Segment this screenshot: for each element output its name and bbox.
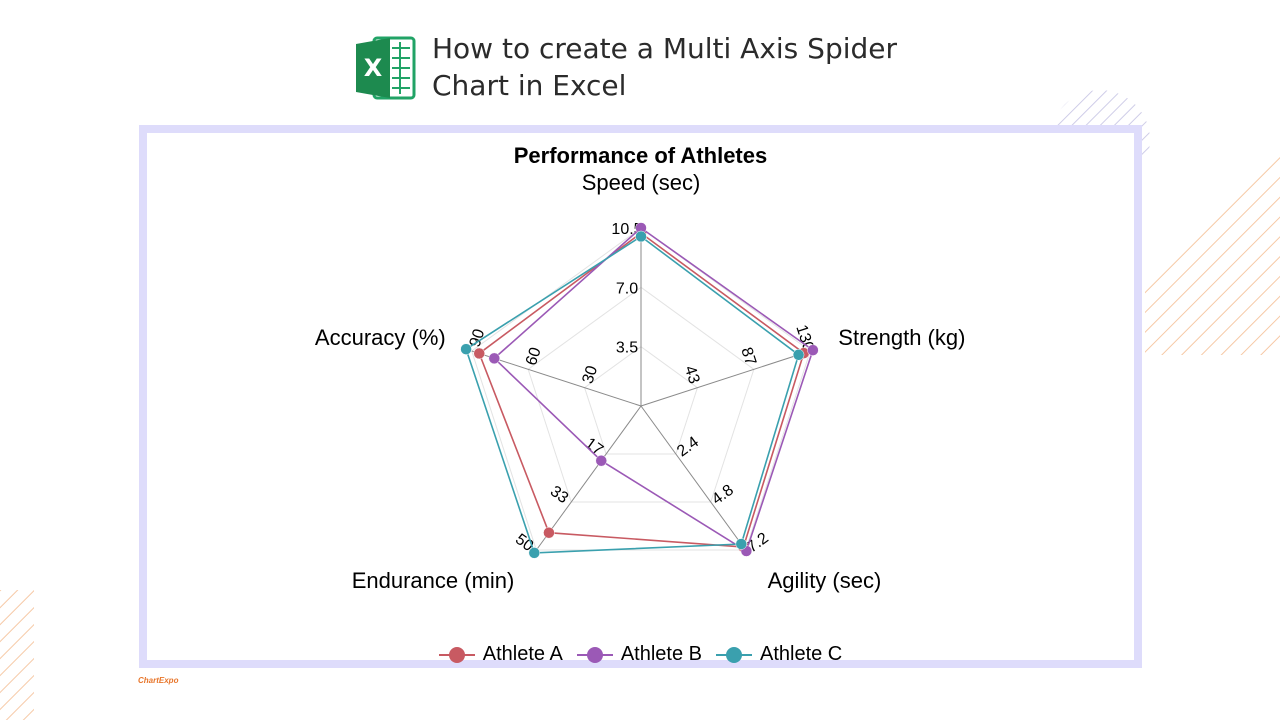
brand-logo: ChartExpo <box>138 676 179 685</box>
tick-label: 60 <box>523 345 545 367</box>
tick-label: 3.5 <box>616 340 638 357</box>
excel-icon: X <box>356 36 416 100</box>
legend-swatch <box>438 646 475 663</box>
grid-ring <box>583 346 699 455</box>
legend-item[interactable]: Athlete B <box>576 643 702 666</box>
legend-swatch <box>715 646 752 663</box>
data-point <box>528 547 541 559</box>
series-line <box>465 235 800 554</box>
data-point <box>792 349 805 361</box>
legend-label: Athlete C <box>759 643 843 665</box>
data-point <box>735 538 748 550</box>
axis-line <box>535 405 642 551</box>
axis-label: Endurance (min) <box>352 568 515 593</box>
tick-label: 30 <box>579 364 601 386</box>
svg-text:X: X <box>364 54 383 82</box>
series-line <box>493 226 814 553</box>
legend-label: Athlete A <box>482 643 563 665</box>
decorative-stripes-bottom-left <box>0 590 34 720</box>
legend-item[interactable]: Athlete A <box>438 643 563 666</box>
radar-chart: 3.57.010.543871302.44.87.2173350306090Sp… <box>315 170 966 593</box>
tick-label: 87 <box>737 345 759 367</box>
page-title: How to create a Multi Axis Spider Chart … <box>432 32 898 102</box>
legend-label: Athlete B <box>620 643 702 665</box>
tick-label: 2.4 <box>674 434 702 461</box>
data-point <box>488 352 501 365</box>
series-line <box>478 232 805 548</box>
chart-frame: Performance of Athletes 3.5 7.0 10.5 43 87 13… <box>139 125 1142 668</box>
tick-label: 7.0 <box>616 280 638 297</box>
axis-line <box>640 350 811 407</box>
axis-line <box>640 405 747 551</box>
axis-label: Speed (sec) <box>582 170 701 195</box>
tick-label: 90 <box>467 327 489 349</box>
data-point <box>635 230 647 243</box>
axis-line <box>471 350 642 407</box>
axis-label: Strength (kg) <box>838 325 965 350</box>
chart-title: Performance of Athletes <box>513 143 768 168</box>
legend-item[interactable]: Athlete C <box>715 643 843 666</box>
data-point <box>460 343 472 355</box>
grid-ring <box>527 286 755 503</box>
tick-label: 4.8 <box>709 482 737 509</box>
grid-ring <box>471 227 811 551</box>
data-point <box>473 347 485 360</box>
data-point <box>807 344 819 356</box>
data-point <box>543 526 555 539</box>
data-point <box>595 454 607 467</box>
header: X How to create a Multi Axis Spider Char… <box>356 30 952 104</box>
legend: Athlete A Athlete B Athlete C <box>147 643 1134 666</box>
axis-label: Agility (sec) <box>768 568 882 593</box>
axis-label: Accuracy (%) <box>315 325 446 350</box>
tick-label: 33 <box>547 483 571 507</box>
legend-swatch <box>576 646 613 663</box>
tick-label: 43 <box>681 364 703 386</box>
